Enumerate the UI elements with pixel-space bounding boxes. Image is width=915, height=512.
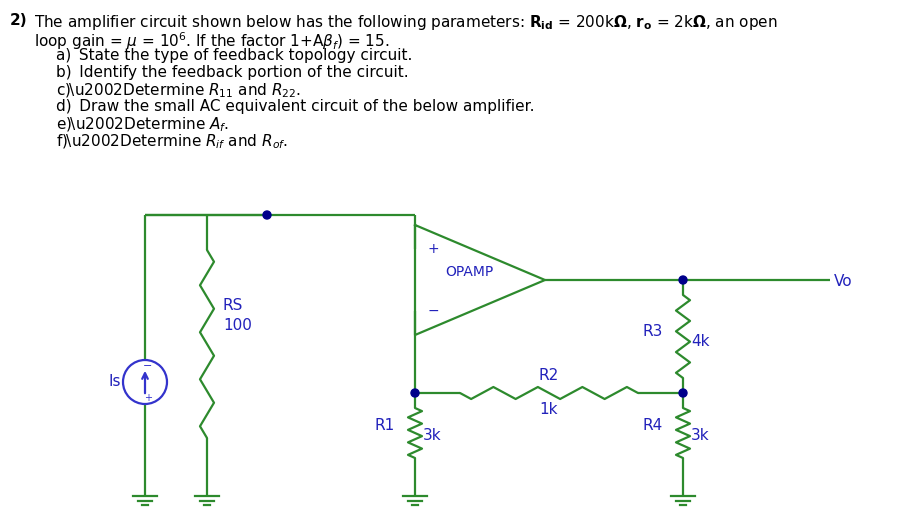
Circle shape [411, 389, 419, 397]
Text: e)\u2002Determine $A_f$.: e)\u2002Determine $A_f$. [56, 116, 229, 134]
Text: loop gain = $\mu$ = 10$^6$. If the factor 1+A$\beta_f$) = 15.: loop gain = $\mu$ = 10$^6$. If the facto… [34, 30, 390, 52]
Text: d) Draw the small AC equivalent circuit of the below amplifier.: d) Draw the small AC equivalent circuit … [56, 99, 534, 114]
Text: 100: 100 [223, 317, 252, 332]
Text: −: − [144, 361, 153, 371]
Text: 3k: 3k [423, 428, 442, 443]
Text: +: + [427, 242, 439, 256]
Text: f)\u2002Determine $R_{if}$ and $R_{of}$.: f)\u2002Determine $R_{if}$ and $R_{of}$. [56, 133, 288, 152]
Text: 1k: 1k [540, 401, 558, 416]
Text: R3: R3 [643, 324, 663, 339]
Circle shape [679, 389, 687, 397]
Text: 2): 2) [10, 13, 27, 28]
Text: OPAMP: OPAMP [446, 265, 494, 279]
Text: c)\u2002Determine $R_{11}$ and $R_{22}$.: c)\u2002Determine $R_{11}$ and $R_{22}$. [56, 82, 301, 100]
Text: a) State the type of feedback topology circuit.: a) State the type of feedback topology c… [56, 48, 413, 63]
Text: b) Identify the feedback portion of the circuit.: b) Identify the feedback portion of the … [56, 65, 409, 80]
Circle shape [263, 211, 271, 219]
Text: The amplifier circuit shown below has the following parameters: $\mathbf{R_{id}}: The amplifier circuit shown below has th… [34, 13, 778, 32]
Text: Is: Is [109, 374, 121, 390]
Text: Vo: Vo [834, 273, 853, 288]
Text: 4k: 4k [691, 334, 709, 349]
Text: R2: R2 [539, 368, 559, 382]
Text: −: − [427, 304, 439, 318]
Text: R4: R4 [643, 418, 663, 433]
Circle shape [679, 276, 687, 284]
Text: 3k: 3k [691, 428, 710, 443]
Text: +: + [144, 393, 152, 403]
Text: RS: RS [223, 297, 243, 312]
Text: R1: R1 [375, 418, 395, 433]
